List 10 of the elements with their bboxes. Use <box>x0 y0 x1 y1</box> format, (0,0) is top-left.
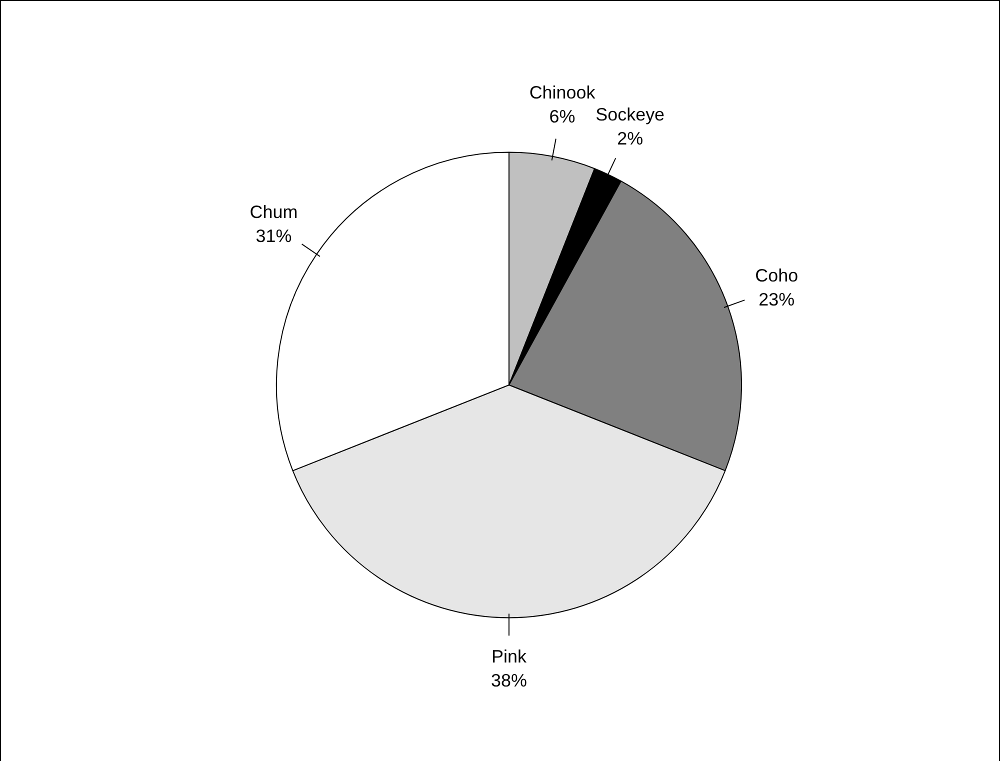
slice-label: Coho <box>755 266 798 286</box>
data-label: 38% <box>491 670 527 691</box>
data-label: 23% <box>758 290 795 310</box>
slice-label: Sockeye <box>596 104 665 124</box>
data-label: 6% <box>549 106 576 126</box>
slice-label: Chum <box>250 202 298 222</box>
data-label: 31% <box>256 226 292 246</box>
slice-label: Pink <box>492 646 528 667</box>
slice-label: Chinook <box>529 82 596 102</box>
data-label: 2% <box>617 128 644 148</box>
